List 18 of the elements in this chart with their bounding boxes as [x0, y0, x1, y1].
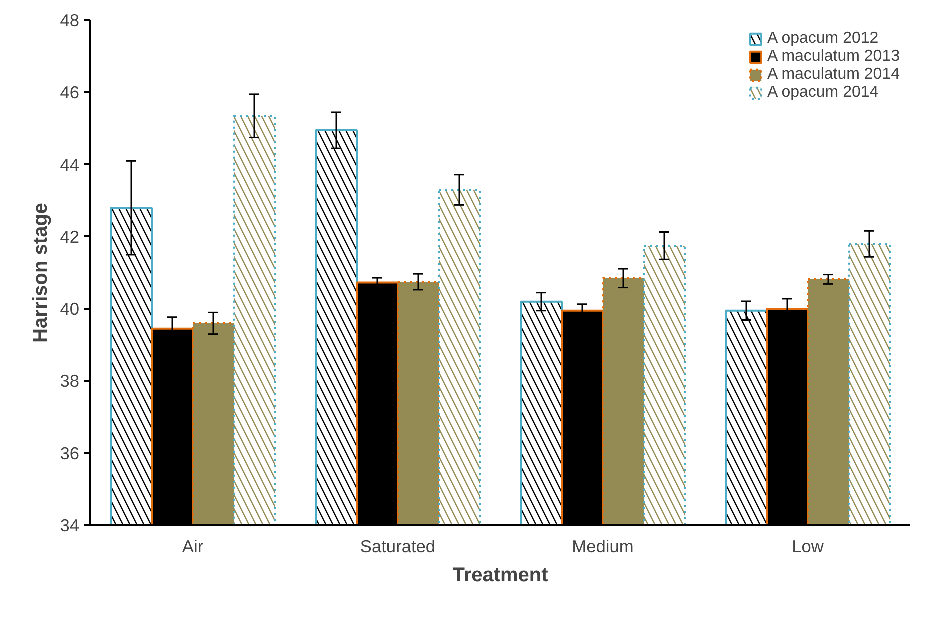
- y-tick-label: 44: [60, 154, 80, 175]
- x-axis-title: Treatment: [452, 564, 549, 586]
- y-tick-label: 48: [60, 10, 80, 30]
- y-tick-label: 46: [60, 82, 80, 103]
- x-tick-label: Saturated: [360, 536, 436, 556]
- y-tick-label: 42: [60, 226, 80, 247]
- x-tick-label: Low: [792, 536, 824, 556]
- y-tick-label: 36: [60, 443, 80, 464]
- x-tick-label: Medium: [572, 536, 634, 556]
- legend-label: A maculatum 2014: [767, 66, 900, 84]
- legend-label: A opacum 2014: [767, 84, 879, 102]
- y-tick-label: 40: [60, 299, 80, 320]
- legend-label: A opacum 2012: [767, 30, 879, 48]
- x-tick-label: Air: [182, 536, 204, 556]
- y-tick-label: 34: [60, 516, 80, 536]
- y-tick-label: 38: [60, 371, 80, 392]
- y-axis-title: Harrison stage: [30, 202, 52, 344]
- legend-label: A maculatum 2013: [767, 48, 900, 66]
